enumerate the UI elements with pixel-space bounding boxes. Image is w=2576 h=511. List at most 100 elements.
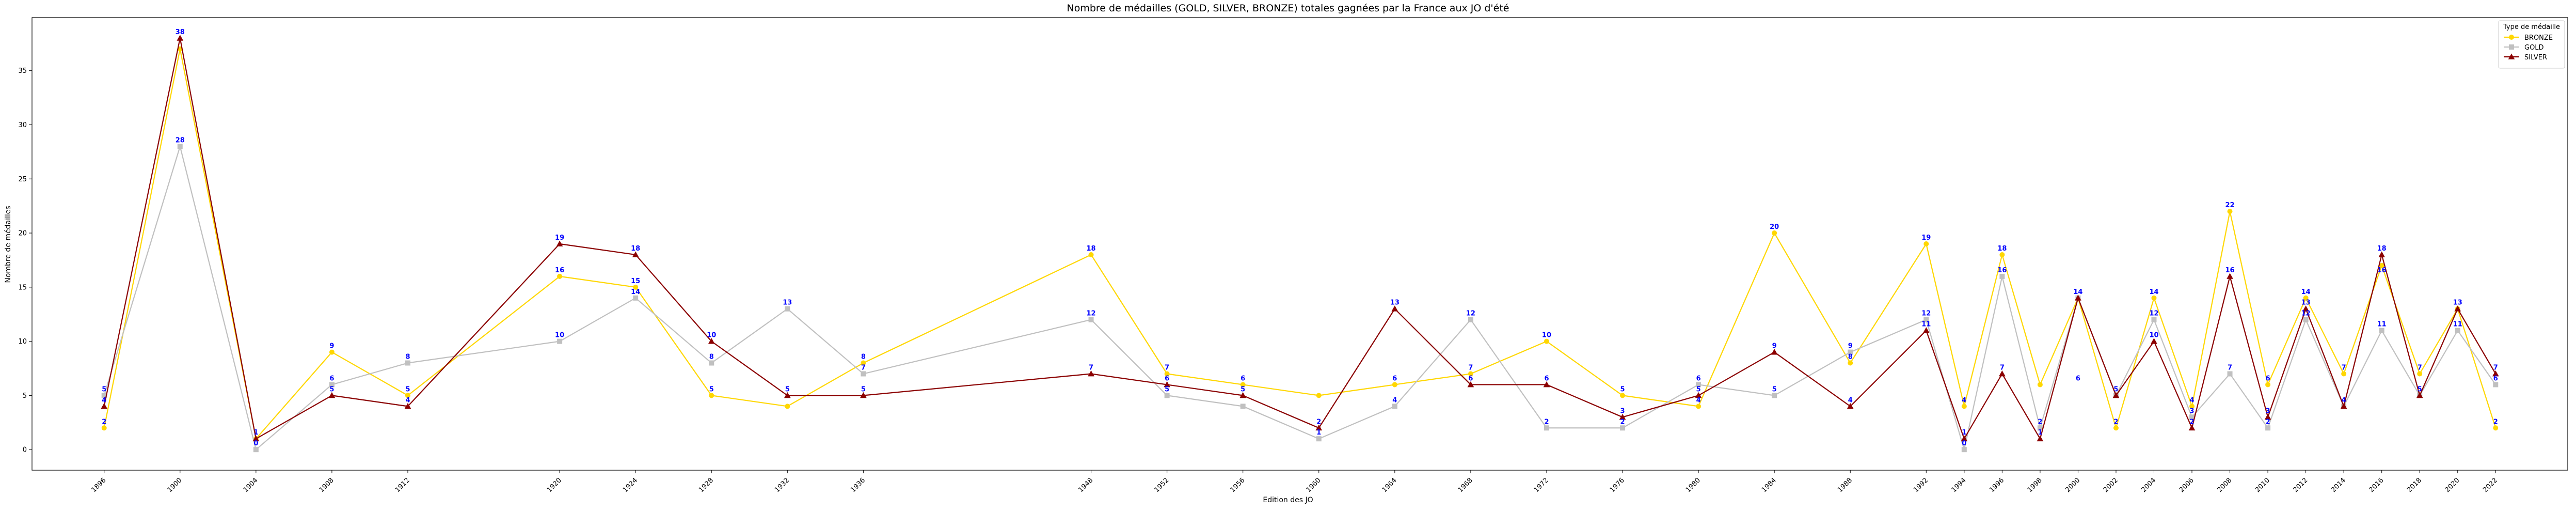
data-label: 2: [2190, 418, 2195, 426]
data-point: [2075, 295, 2081, 301]
data-label: 5: [785, 385, 790, 393]
series-gold: [101, 144, 2499, 453]
data-point: [2189, 404, 2195, 409]
y-tick-label: 20: [18, 230, 27, 238]
data-point: [1999, 370, 2006, 377]
data-point: [1392, 382, 1397, 388]
data-label: 12: [1466, 310, 1475, 318]
data-label: 7: [2418, 364, 2422, 371]
data-point: [1847, 402, 1854, 409]
data-label: 5: [2113, 385, 2118, 393]
data-label: 2: [1620, 418, 1625, 426]
data-label: 2: [1316, 418, 1321, 426]
data-point: [2492, 370, 2499, 377]
data-point: [2112, 392, 2120, 398]
data-point: [2037, 435, 2044, 442]
y-tick-label: 10: [18, 338, 27, 346]
data-label: 11: [1921, 321, 1931, 329]
data-point: [2341, 371, 2347, 377]
data-label: 7: [2342, 364, 2346, 371]
data-point: [784, 392, 791, 398]
data-point: [2037, 382, 2043, 388]
data-point: [177, 144, 183, 149]
series-silver: [101, 35, 2499, 442]
data-point: [1239, 392, 1247, 398]
data-point: [633, 295, 639, 301]
data-labels: 5423828109658541916101815141085135875181…: [102, 28, 2498, 447]
data-point: [785, 404, 790, 409]
data-point: [1619, 413, 1626, 420]
data-label: 2: [1544, 418, 1549, 426]
data-point: [405, 360, 410, 366]
data-point: [1316, 393, 1322, 398]
data-label: 12: [1087, 310, 1096, 318]
data-label: 5: [329, 385, 334, 393]
data-point: [1772, 230, 1777, 236]
data-label: 22: [2225, 202, 2235, 209]
data-label: 10: [707, 332, 716, 339]
data-point: [177, 35, 184, 41]
data-label: 14: [2073, 288, 2082, 296]
data-point: [2378, 251, 2386, 257]
data-label: 14: [2301, 288, 2311, 296]
data-point: [1923, 241, 1929, 246]
plot-frame: [31, 17, 2568, 471]
y-tick-label: 5: [23, 392, 27, 400]
data-label: 16: [555, 267, 564, 274]
y-tick-label: 15: [18, 284, 27, 291]
data-point: [1392, 404, 1397, 409]
data-label: 16: [2377, 267, 2387, 274]
data-point: [404, 402, 411, 409]
data-label: 6: [1241, 375, 1245, 382]
data-label: 6: [1165, 375, 1169, 382]
y-axis-title: Nombre de médailles: [4, 206, 12, 283]
data-point: [2493, 425, 2499, 431]
data-label: 8: [709, 353, 714, 361]
data-label: 2: [2266, 418, 2270, 426]
data-label: 4: [1696, 396, 1701, 404]
data-point: [556, 240, 563, 246]
legend-entry: GOLD: [2524, 44, 2544, 52]
data-point: [860, 392, 867, 398]
data-point: [252, 435, 260, 442]
data-point: [1961, 404, 1967, 409]
data-label: 18: [631, 245, 640, 253]
data-label: 2: [2038, 418, 2042, 426]
data-label: 4: [1392, 396, 1397, 404]
data-point: [1961, 435, 1968, 442]
chart-title: Nombre de médailles (GOLD, SILVER, BRONZ…: [1067, 3, 1509, 14]
data-label: 6: [1544, 375, 1549, 382]
data-point: [709, 393, 714, 398]
data-point: [633, 284, 639, 290]
data-label: 5: [1696, 385, 1701, 393]
data-point: [1999, 273, 2005, 279]
data-label: 6: [329, 375, 334, 382]
data-label: 6: [1468, 375, 1473, 382]
data-point: [1544, 425, 1549, 431]
data-point: [101, 425, 107, 431]
data-label: 6: [2076, 375, 2080, 382]
data-point: [2493, 382, 2499, 388]
data-label: 15: [631, 277, 640, 285]
data-point: [1696, 382, 1702, 388]
data-label: 5: [102, 385, 106, 393]
data-point: [101, 402, 108, 409]
data-point: [405, 393, 410, 398]
data-label: 6: [2493, 375, 2498, 382]
data-point: [2227, 371, 2233, 377]
data-point: [1316, 436, 1322, 442]
data-point: [709, 360, 714, 366]
data-label: 10: [555, 332, 564, 339]
data-label: 9: [1848, 343, 1853, 350]
data-point: [2188, 424, 2196, 431]
data-label: 18: [1087, 245, 1096, 253]
data-point: [1088, 317, 1094, 322]
data-label: 13: [2453, 299, 2462, 307]
data-label: 18: [2377, 245, 2387, 253]
data-point: [1544, 338, 1549, 344]
data-point: [708, 338, 715, 344]
data-point: [2303, 317, 2309, 322]
data-label: 8: [405, 353, 410, 361]
data-label: 13: [783, 299, 792, 307]
data-point: [1468, 317, 1473, 322]
